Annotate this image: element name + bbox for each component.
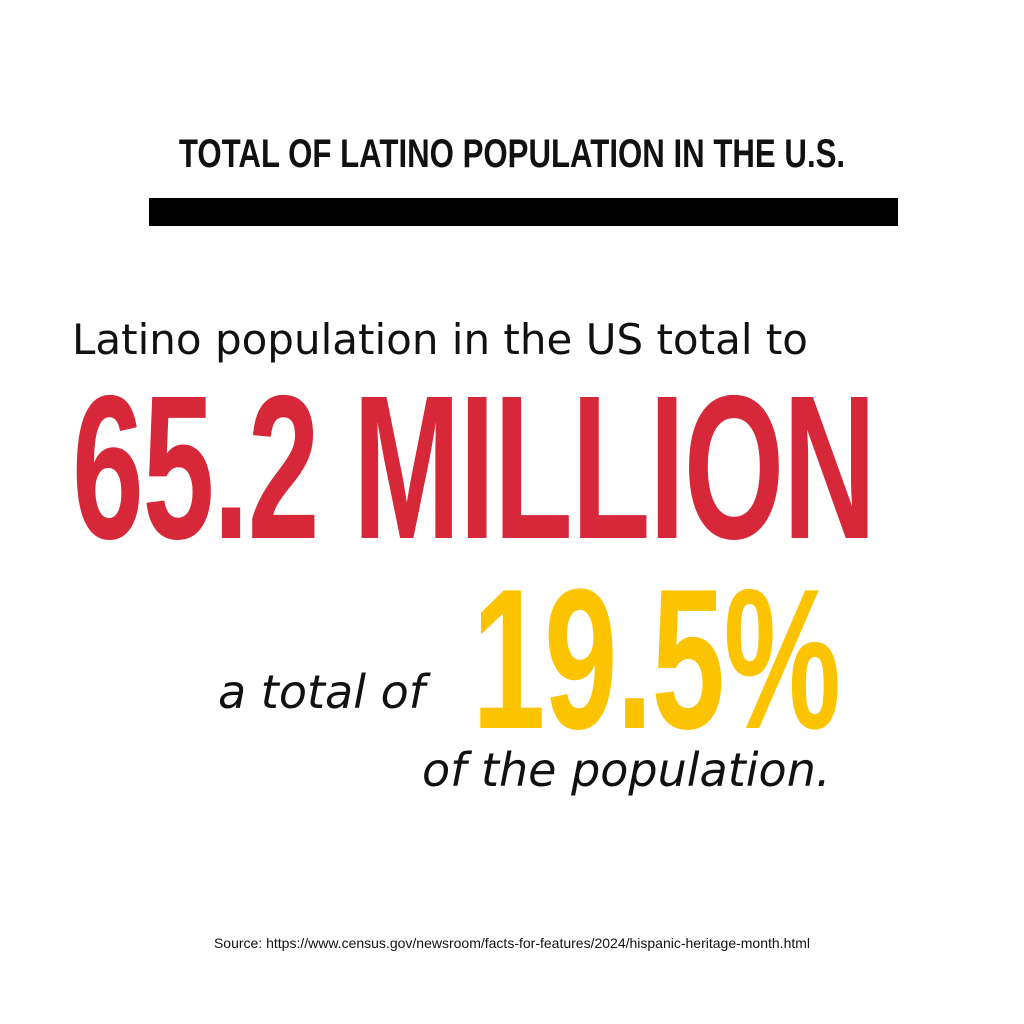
share-prefix-text: a total of <box>218 665 425 719</box>
intro-text: Latino population in the US total to <box>72 315 809 364</box>
infographic-title: TOTAL OF LATINO POPULATION IN THE U.S. <box>178 132 846 176</box>
title-divider <box>149 198 898 226</box>
share-suffix-text: of the population. <box>422 743 831 797</box>
source-citation: Source: https://www.census.gov/newsroom/… <box>213 935 811 951</box>
population-total: 65.2 MILLION <box>72 353 876 582</box>
population-share-percent: 19.5% <box>472 548 841 771</box>
